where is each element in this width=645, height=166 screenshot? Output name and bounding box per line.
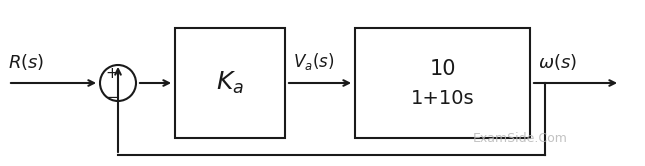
- Text: $R(s)$: $R(s)$: [8, 52, 45, 72]
- Bar: [175, 28, 285, 138]
- Text: 1+10s: 1+10s: [411, 89, 474, 109]
- Text: 10: 10: [430, 59, 456, 79]
- Text: $-$: $-$: [105, 87, 119, 102]
- Text: $K_a$: $K_a$: [216, 70, 244, 96]
- Text: ExamSide.Com: ExamSide.Com: [473, 131, 568, 144]
- Text: $V_a(s)$: $V_a(s)$: [293, 51, 334, 73]
- Text: $\omega(s)$: $\omega(s)$: [538, 52, 577, 72]
- Bar: [355, 28, 530, 138]
- Text: +: +: [106, 66, 119, 81]
